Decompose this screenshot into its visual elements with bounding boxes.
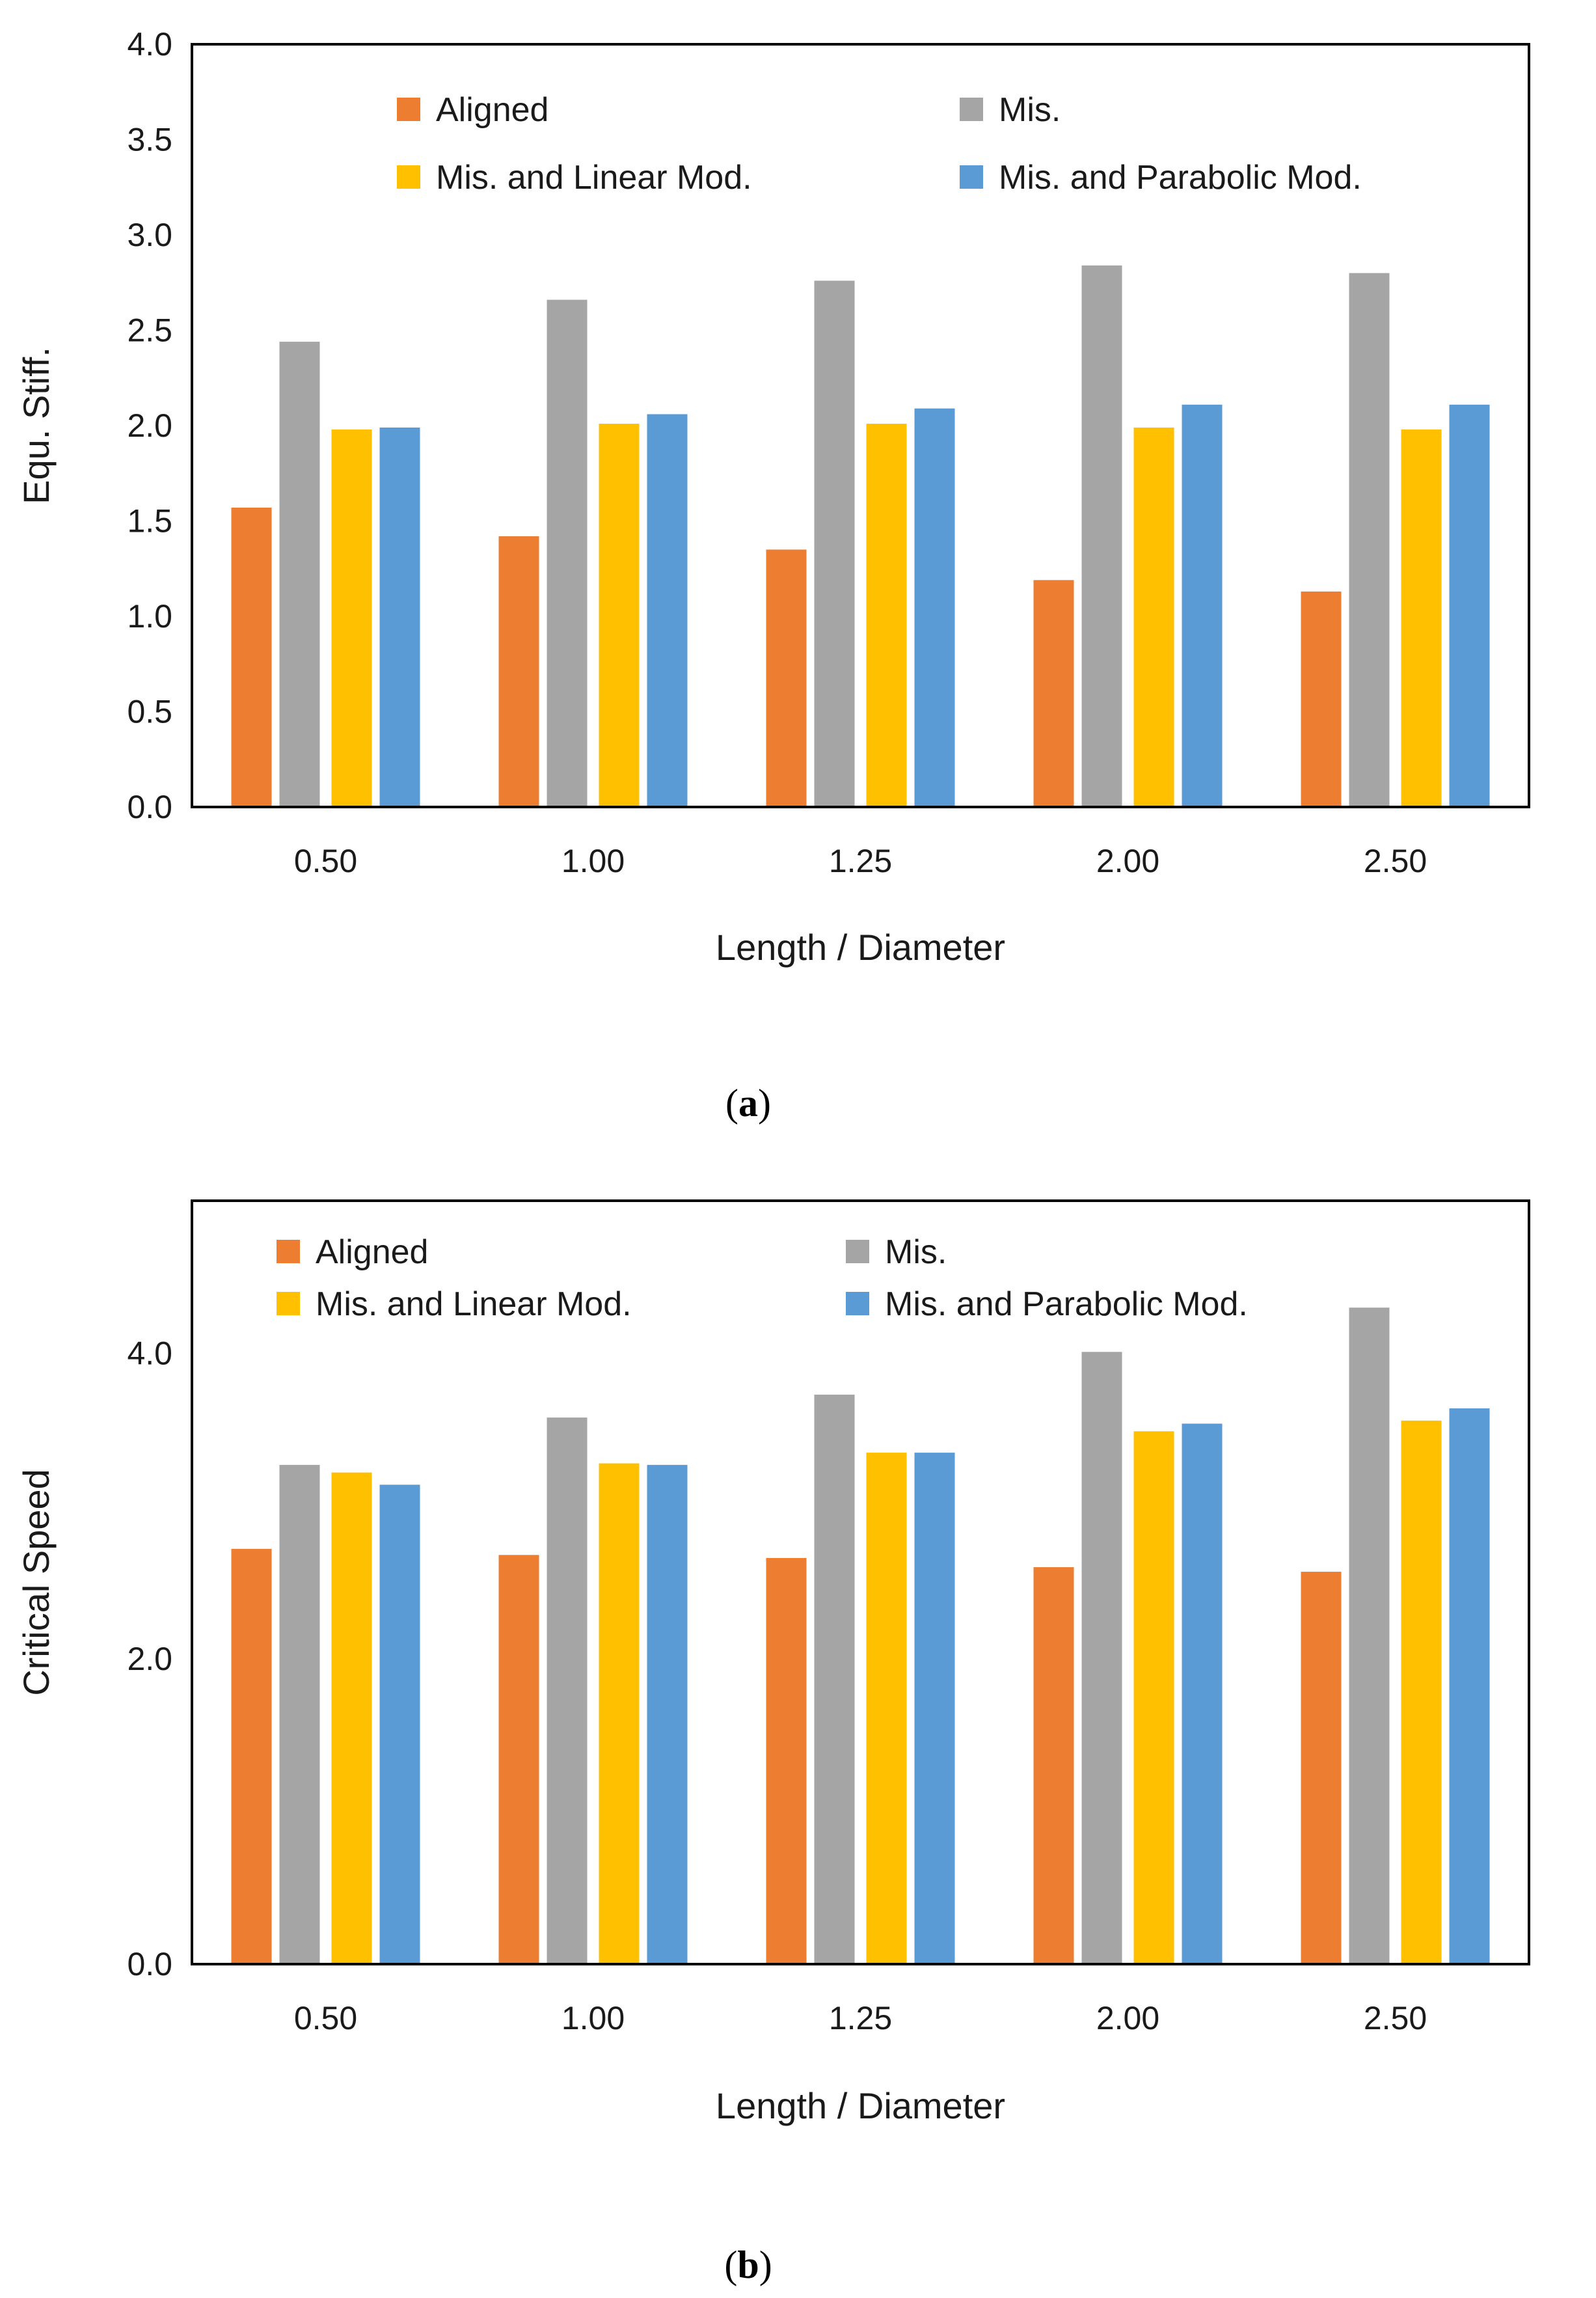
bar-a-aligned-1.00 (498, 536, 539, 807)
y-tick-label: 4.0 (127, 1335, 172, 1372)
y-tick-label: 2.0 (127, 407, 172, 444)
legend-swatch (846, 1240, 869, 1263)
legend-swatch (960, 165, 983, 189)
bar-b-aligned-2.50 (1301, 1572, 1342, 1964)
x-tick-label: 1.25 (829, 2000, 892, 2036)
legend-label: Mis. and Parabolic Mod. (999, 159, 1362, 197)
x-tick-label: 2.50 (1364, 843, 1427, 879)
bar-b-mis-and-linear-mod--1.00 (599, 1463, 640, 1964)
bar-a-mis--0.50 (279, 342, 320, 807)
bar-a-mis-and-parabolic-mod--2.00 (1182, 404, 1223, 807)
bar-a-mis-and-linear-mod--2.00 (1133, 427, 1174, 807)
bar-a-mis-and-parabolic-mod--1.00 (647, 414, 688, 807)
bar-a-aligned-2.50 (1301, 591, 1342, 807)
bar-a-mis--1.25 (814, 280, 855, 807)
legend: Aligned Mis. Mis. and Linear Mod. Mis. and … (397, 91, 1362, 197)
y-tick-label: 2.5 (127, 312, 172, 349)
panel-caption-letter: a (738, 1082, 758, 1125)
bar-b-mis--2.00 (1081, 1352, 1122, 1964)
panel-caption: (b) (724, 2243, 772, 2286)
bar-b-aligned-2.00 (1033, 1567, 1074, 1964)
x-tick-label: 0.50 (294, 843, 357, 879)
legend-swatch (397, 165, 420, 189)
bar-b-mis-and-linear-mod--2.50 (1401, 1420, 1442, 1964)
x-tick-label: 2.50 (1364, 2000, 1427, 2036)
bar-b-mis-and-linear-mod--2.00 (1133, 1431, 1174, 1964)
legend-label: Mis. and Linear Mod. (316, 1285, 632, 1323)
legend-swatch (846, 1292, 869, 1315)
bar-b-mis-and-linear-mod--0.50 (331, 1472, 372, 1964)
bar-b-aligned-1.25 (766, 1557, 807, 1964)
bar-a-mis--2.00 (1081, 265, 1122, 807)
bar-b-mis-and-parabolic-mod--1.25 (914, 1453, 955, 1964)
bar-a-mis-and-parabolic-mod--0.50 (379, 427, 420, 807)
legend-label: Aligned (436, 91, 548, 129)
y-axis-title: Equ. Stiff. (16, 347, 57, 504)
chart-panel-a: 0.0 0.5 1.0 1.5 2.0 2.5 3.0 3.5 4.0 0.50 1.00 1.25 2… (16, 26, 1530, 1125)
x-tick-label: 2.00 (1096, 2000, 1159, 2036)
y-tick-label: 2.0 (127, 1641, 172, 1677)
legend-label: Mis. (999, 91, 1061, 129)
y-axis-title: Critical Speed (16, 1469, 57, 1696)
panel-caption-letter: b (737, 2243, 759, 2286)
bar-a-mis-and-linear-mod--2.50 (1401, 429, 1442, 807)
bar-b-mis--1.00 (547, 1417, 588, 1964)
bar-a-mis-and-linear-mod--0.50 (331, 429, 372, 807)
legend-swatch (397, 98, 420, 121)
chart-panel-b: 0.0 2.0 4.0 0.50 1.00 1.25 2.00 2.50 Length / Di… (16, 1199, 1530, 2286)
legend-label: Mis. and Parabolic Mod. (885, 1285, 1248, 1323)
x-tick-label: 1.25 (829, 843, 892, 879)
y-tick-label: 1.5 (127, 503, 172, 540)
bar-a-mis--2.50 (1349, 273, 1390, 808)
y-tick-label: 0.0 (127, 1946, 172, 1982)
legend-label: Mis. and Linear Mod. (436, 159, 752, 197)
x-tick-label: 1.00 (561, 2000, 625, 2036)
legend-swatch (277, 1292, 300, 1315)
y-tick-label: 1.0 (127, 598, 172, 635)
x-axis-title: Length / Diameter (716, 927, 1005, 968)
bar-a-mis-and-linear-mod--1.00 (599, 424, 640, 807)
x-tick-label: 1.00 (561, 843, 625, 879)
plot-area-frame (191, 43, 1530, 808)
bar-b-mis-and-linear-mod--1.25 (866, 1453, 907, 1964)
x-axis-title: Length / Diameter (716, 2085, 1005, 2126)
bar-b-mis--2.50 (1349, 1307, 1390, 1964)
legend-label: Mis. (885, 1233, 947, 1271)
bar-a-mis-and-parabolic-mod--1.25 (914, 408, 955, 807)
legend-label: Aligned (316, 1233, 428, 1271)
y-tick-label: 0.5 (127, 694, 172, 730)
bar-a-aligned-0.50 (231, 507, 272, 807)
legend-swatch (277, 1240, 300, 1263)
bar-a-aligned-1.25 (766, 549, 807, 807)
y-tick-label: 3.0 (127, 217, 172, 253)
bar-b-mis-and-parabolic-mod--1.00 (647, 1464, 688, 1964)
bar-a-mis--1.00 (547, 299, 588, 807)
legend: Aligned Mis. Mis. and Linear Mod. Mis. and … (277, 1233, 1248, 1323)
legend-swatch (960, 98, 983, 121)
x-tick-label: 0.50 (294, 2000, 357, 2036)
bar-b-mis-and-parabolic-mod--0.50 (379, 1484, 420, 1964)
bar-a-aligned-2.00 (1033, 580, 1074, 807)
bar-b-mis-and-parabolic-mod--2.50 (1449, 1408, 1490, 1964)
plot-area-frame (191, 1199, 1530, 1965)
bar-b-aligned-0.50 (231, 1548, 272, 1964)
bar-b-mis--0.50 (279, 1464, 320, 1964)
bar-b-mis-and-parabolic-mod--2.00 (1182, 1423, 1223, 1964)
x-tick-label: 2.00 (1096, 843, 1159, 879)
y-tick-label: 3.5 (127, 122, 172, 158)
y-tick-label: 4.0 (127, 26, 172, 62)
panel-caption: (a) (725, 1082, 771, 1125)
bar-b-aligned-1.00 (498, 1555, 539, 1964)
bar-a-mis-and-linear-mod--1.25 (866, 424, 907, 807)
bar-a-mis-and-parabolic-mod--2.50 (1449, 404, 1490, 807)
y-tick-label: 0.0 (127, 789, 172, 825)
bar-b-mis--1.25 (814, 1394, 855, 1964)
